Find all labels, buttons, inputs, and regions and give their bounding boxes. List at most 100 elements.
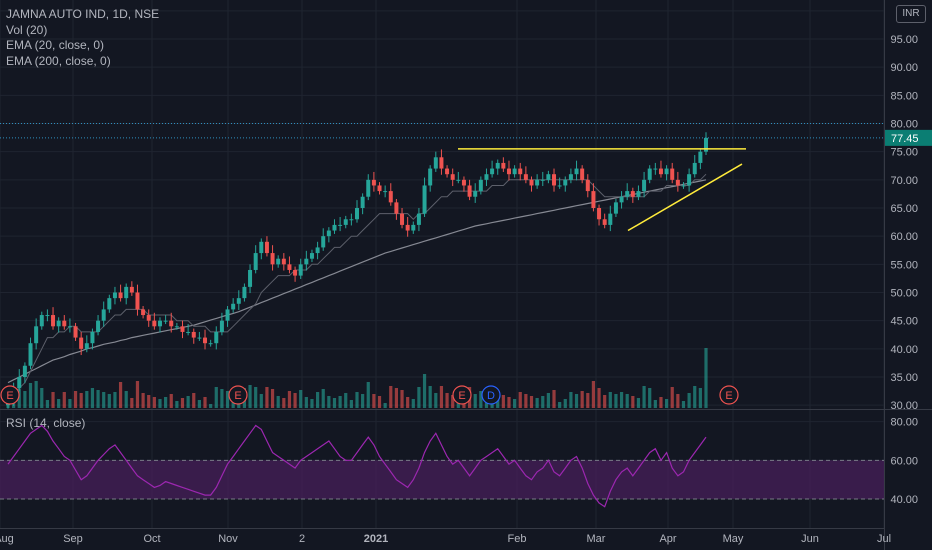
volume-bar [45, 400, 50, 408]
volume-bar [524, 394, 528, 408]
candle-body [79, 337, 84, 349]
volume-bar [259, 394, 263, 408]
candle-body [636, 191, 641, 197]
event-label: E [6, 390, 13, 402]
candle-body [383, 191, 388, 193]
volume-bar [569, 392, 573, 408]
volume-bar [141, 393, 145, 408]
event-circle [719, 385, 739, 405]
volume-bar [406, 397, 410, 408]
time-tick-label: Oct [143, 533, 160, 545]
volume-bar [175, 401, 179, 408]
earnings-marker[interactable]: E [0, 385, 20, 405]
rsi-legend[interactable]: RSI (14, close) [6, 416, 86, 430]
volume-bar [681, 401, 686, 408]
volume-bar [591, 381, 596, 408]
volume-bar [563, 399, 567, 408]
volume-bar [428, 386, 432, 408]
candle-body [321, 236, 326, 248]
candle-body [219, 320, 224, 332]
candle-body [647, 168, 652, 180]
volume-bar [400, 390, 404, 408]
candle-body [174, 326, 179, 328]
candle-body [568, 174, 573, 180]
earnings-marker[interactable]: E [452, 385, 472, 405]
candle-body [433, 157, 438, 169]
earnings-marker[interactable]: E [228, 385, 248, 405]
candle-body [687, 174, 692, 186]
candle-body [602, 219, 607, 225]
candle-body [495, 162, 500, 169]
candle-body [625, 191, 630, 197]
time-tick-label: Nov [218, 533, 238, 545]
volume-bar [152, 397, 156, 408]
price-tick-label: 80.00 [890, 118, 918, 130]
time-tick-label: Mar [587, 533, 606, 545]
candle-body [67, 326, 72, 328]
candle-body [152, 320, 157, 327]
volume-bar [299, 390, 303, 408]
candle-body [597, 208, 602, 220]
candle-body [467, 185, 472, 197]
candle-body [608, 213, 613, 225]
chart-legend: JAMNA AUTO IND, 1D, NSE Vol (20) EMA (20… [6, 7, 159, 69]
candle-body [129, 286, 134, 293]
candle-body [377, 185, 382, 192]
candle-body [298, 264, 303, 276]
candle-body [287, 264, 292, 270]
volume-bar [315, 392, 320, 408]
volume-bar [17, 389, 21, 408]
candle-body [428, 168, 433, 186]
volume-bar [57, 399, 61, 408]
candle-body [704, 137, 708, 152]
candle-body [490, 168, 495, 175]
volume-bar [158, 399, 162, 408]
volume-bar [310, 399, 314, 408]
volume-bar [501, 395, 505, 408]
legend-ema200[interactable]: EMA (200, close, 0) [6, 53, 111, 68]
candle-body [450, 174, 455, 180]
candle-body [664, 168, 669, 175]
candle-body [563, 179, 568, 186]
candle-body [191, 331, 196, 338]
volume-bar [248, 385, 252, 408]
ema200-line [7, 179, 707, 384]
volume-bar [321, 389, 325, 408]
volume-bar [366, 382, 370, 408]
candle-body [653, 168, 658, 170]
time-tick-label: Feb [508, 533, 527, 545]
earnings-marker[interactable]: E [719, 385, 739, 405]
legend-ema20[interactable]: EMA (20, close, 0) [6, 38, 105, 52]
price-tick-label: 50.00 [890, 288, 918, 300]
candle-body [439, 157, 444, 169]
time-tick-label: Sep [63, 533, 83, 545]
event-label: D [487, 390, 495, 402]
candle-body [591, 191, 596, 208]
candle-body [96, 320, 101, 332]
volume-bar [135, 381, 140, 408]
candle-body [371, 179, 376, 186]
candle-body [630, 191, 635, 197]
support-trendline[interactable] [627, 163, 743, 232]
volume-bar [361, 394, 365, 408]
dividend-marker[interactable]: D [481, 385, 501, 405]
volume-bar [445, 393, 449, 408]
volume-bar [203, 397, 207, 408]
candle-body [411, 224, 416, 231]
currency-badge[interactable]: INR [896, 5, 926, 23]
volume-bar [282, 398, 286, 408]
volume-bar [389, 386, 393, 408]
volume-bar [631, 396, 635, 408]
candle-body [461, 179, 466, 186]
legend-symbol[interactable]: JAMNA AUTO IND, 1D, NSE [6, 7, 160, 21]
candle-body [22, 365, 27, 378]
volume-bar [107, 394, 111, 408]
last-price-label: 77.45 [891, 133, 919, 145]
candle-body [506, 168, 511, 175]
candle-body [62, 320, 67, 327]
candle-body [552, 174, 557, 186]
legend-volume[interactable]: Vol (20) [6, 22, 48, 37]
volume-bar [113, 392, 117, 408]
rsi-tick-label: 60.00 [890, 455, 918, 467]
